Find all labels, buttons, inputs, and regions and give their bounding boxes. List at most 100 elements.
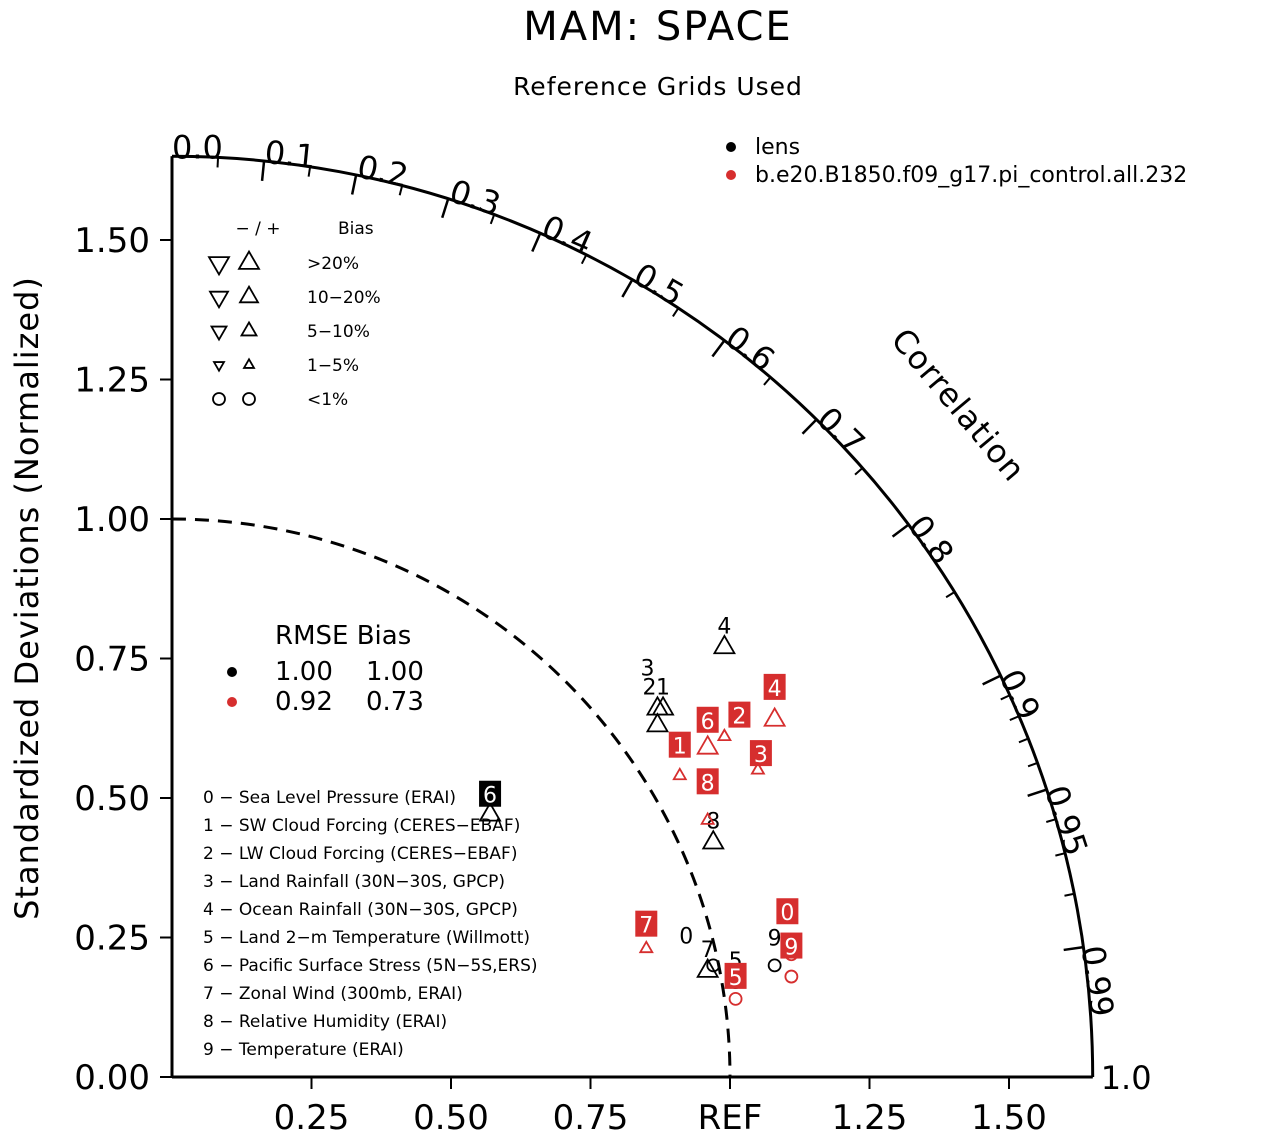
variable-list-item: 5 − Land 2−m Temperature (Willmott): [203, 928, 530, 948]
variable-list-item: 3 − Land Rainfall (30N−30S, GPCP): [203, 872, 505, 892]
y-axis-label: Standardized Deviations (Normalized): [8, 276, 46, 920]
point-label-box: [696, 706, 719, 733]
correlation-minor-tick: [854, 467, 864, 476]
stats-legend-rmse: 1.00: [275, 657, 333, 687]
point-label-box: [763, 673, 786, 700]
point-label: 2: [642, 676, 656, 701]
correlation-minor-tick: [216, 157, 220, 168]
data-point-lens: 3: [640, 656, 670, 733]
point-marker-circle: [767, 958, 782, 973]
correlation-minor-tick: [945, 591, 956, 599]
data-point-lens: 6: [478, 780, 502, 822]
point-label: 8: [701, 771, 715, 796]
correlation-minor-tick: [1045, 818, 1057, 823]
bias-legend: − / + Bias >20% 10−20% 5−10% 1−5% <1%: [207, 219, 381, 410]
bias-legend-label: >20%: [307, 254, 359, 274]
data-point-red: 9: [780, 932, 803, 984]
point-label: 6: [701, 710, 715, 735]
stats-legend-bias: 0.73: [366, 687, 424, 717]
variable-list-item: 1 − SW Cloud Forcing (CERES−EBAF): [203, 816, 520, 836]
correlation-minor-tick: [1000, 694, 1011, 701]
data-point-red: 2: [716, 701, 751, 742]
chart-subtitle: Reference Grids Used: [513, 72, 803, 101]
reference-label: REF: [698, 1098, 763, 1135]
data-point-lens: 7: [696, 938, 720, 978]
series-legend: lens b.e20.B1850.f09_g17.pi_control.all.2…: [726, 135, 1187, 188]
correlation-tick: [891, 523, 910, 538]
bias-legend-triangle-down: [209, 325, 229, 342]
correlation-tick: [621, 279, 634, 298]
data-point-red: 6: [696, 706, 720, 755]
correlation-tick-label: 0.95: [1037, 781, 1095, 861]
point-label-box: [668, 731, 691, 758]
y-tick-label: 0.00: [74, 1058, 150, 1098]
point-marker-triangle: [750, 761, 766, 775]
point-label: 0: [679, 924, 693, 949]
point-label-box: [635, 910, 658, 937]
y-tick-label: 1.00: [74, 500, 150, 540]
point-label: 0: [780, 901, 794, 926]
point-marker-triangle: [672, 767, 688, 781]
bias-legend-sign-header: − / +: [235, 219, 280, 239]
x-tick-label: 0.75: [553, 1098, 629, 1135]
correlation-minor-tick: [1018, 737, 1029, 744]
point-label: 7: [701, 938, 715, 963]
correlation-tick: [711, 339, 726, 358]
bias-legend-header: Bias: [338, 219, 374, 239]
point-marker-triangle: [763, 706, 787, 727]
correlation-minor-tick: [672, 307, 680, 317]
variable-list-item: 4 − Ocean Rainfall (30N−30S, GPCP): [203, 900, 518, 920]
point-label: 2: [732, 705, 746, 730]
y-tick-label: 0.75: [74, 640, 150, 680]
y-tick-label: 1.50: [74, 221, 150, 261]
point-marker-triangle: [700, 811, 716, 825]
stats-legend-bias: 1.00: [366, 657, 424, 687]
series-legend-dot: [726, 142, 736, 152]
bias-legend-triangle-down: [207, 256, 231, 277]
bias-legend-label: <1%: [307, 390, 348, 410]
point-marker-triangle: [638, 940, 654, 954]
axes-layer: 0.000.250.500.751.001.251.500.25 0.50 0.75…: [74, 156, 1093, 1135]
bias-legend-label: 5−10%: [307, 322, 370, 342]
point-label: 9: [768, 926, 782, 951]
correlation-minor-tick: [1027, 761, 1038, 768]
point-marker-triangle: [696, 957, 720, 978]
bias-legend-circle: [242, 392, 256, 406]
correlation-minor-tick: [1064, 892, 1075, 897]
correlation-tick: [1063, 945, 1084, 952]
variable-list: 0 − Sea Level Pressure (ERAI) 1 − SW Clou…: [203, 788, 538, 1060]
correlation-tick-label: 0.2: [354, 147, 411, 194]
data-point-red: 3: [749, 740, 772, 775]
correlation-minor-tick: [489, 214, 496, 225]
point-label: 5: [729, 966, 743, 991]
correlation-minor-tick: [763, 376, 772, 386]
data-point-red: 7: [635, 910, 658, 954]
correlation-tick: [441, 198, 450, 219]
correlation-tick-label: 0.7: [809, 399, 872, 462]
x-tick-label: 0.50: [413, 1098, 489, 1135]
variable-list-item: 8 − Relative Humidity (ERAI): [203, 1012, 447, 1032]
correlation-minor-tick: [307, 166, 312, 177]
point-label: 1: [673, 735, 687, 760]
series-legend-label: b.e20.B1850.f09_g17.pi_control.all.232: [755, 163, 1187, 188]
bias-legend-triangle-up: [242, 357, 256, 369]
correlation-tick-label: 0.6: [718, 318, 782, 379]
point-marker-triangle: [716, 727, 732, 742]
correlation-tick: [350, 174, 358, 195]
variable-list-item: 0 − Sea Level Pressure (ERAI): [203, 788, 456, 808]
bias-legend-triangle-up: [239, 320, 259, 337]
bias-legend-triangle-down: [212, 361, 226, 373]
data-point-red: 5: [724, 962, 747, 1006]
series-legend-label: lens: [755, 135, 800, 160]
point-label-box: [479, 780, 502, 807]
series-legend-dot: [726, 170, 736, 180]
y-tick-label: 0.25: [74, 919, 150, 959]
correlation-tick-label: 0.8: [901, 508, 962, 572]
data-point-red: 4: [763, 673, 787, 727]
point-marker-triangle: [712, 634, 736, 655]
point-label: 3: [754, 743, 768, 768]
point-label: 4: [768, 677, 782, 702]
point-label: 9: [784, 936, 798, 961]
